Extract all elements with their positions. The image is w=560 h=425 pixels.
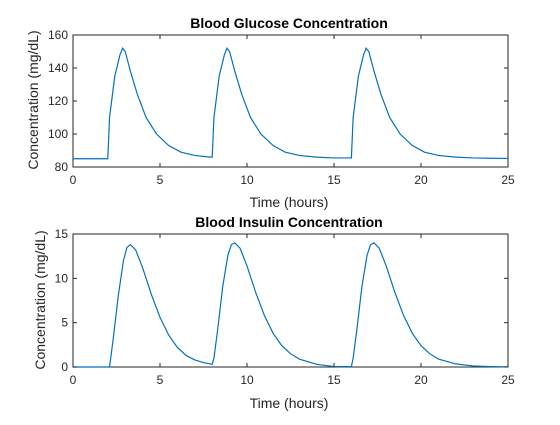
glucose-xtick-label: 10 (240, 173, 254, 187)
glucose-ytick-label: 100 (48, 127, 68, 141)
insulin-series-line-0 (73, 242, 509, 368)
insulin-title: Blood Insulin Concentration (195, 214, 382, 230)
insulin-xtick-label: 15 (327, 373, 341, 387)
glucose-ytick-label: 160 (48, 28, 68, 42)
insulin-xtick-label: 25 (501, 373, 515, 387)
insulin-xlabel: Time (hours) (250, 395, 329, 411)
glucose-ytick-label: 140 (48, 61, 68, 75)
glucose-xtick-label: 25 (501, 173, 515, 187)
insulin-ytick-label: 15 (55, 227, 69, 241)
glucose-xtick-label: 5 (157, 173, 164, 187)
glucose-ytick-label: 120 (48, 94, 68, 108)
insulin-ytick-label: 5 (61, 316, 68, 330)
insulin-chart: Blood Insulin Concentration Time (hours)… (32, 214, 515, 411)
glucose-xlabel: Time (hours) (250, 194, 329, 210)
glucose-xtick-label: 0 (70, 173, 77, 187)
insulin-xtick-label: 10 (240, 373, 254, 387)
glucose-ytick-label: 80 (55, 160, 69, 174)
glucose-plot-area (72, 34, 509, 168)
insulin-plot-area (72, 233, 509, 368)
insulin-xtick-label: 0 (70, 373, 77, 387)
insulin-ytick-label: 10 (55, 271, 69, 285)
glucose-ylabel: Concentration (mg/dL) (25, 30, 41, 169)
glucose-chart: Blood Glucose Concentration Time (hours)… (25, 15, 515, 210)
glucose-xtick-label: 20 (414, 173, 428, 187)
glucose-xtick-label: 15 (327, 173, 341, 187)
insulin-ytick-label: 0 (61, 360, 68, 374)
glucose-title: Blood Glucose Concentration (190, 15, 388, 31)
glucose-series-line-0 (73, 47, 509, 160)
insulin-xtick-label: 20 (414, 373, 428, 387)
insulin-xtick-label: 5 (157, 373, 164, 387)
insulin-ylabel: Concentration (mg/dL) (32, 230, 48, 369)
